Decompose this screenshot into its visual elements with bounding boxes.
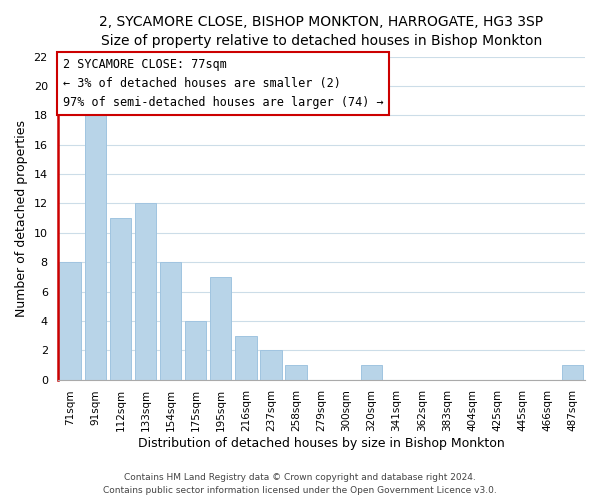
Y-axis label: Number of detached properties: Number of detached properties xyxy=(15,120,28,316)
Bar xyxy=(260,350,282,380)
Bar xyxy=(361,365,382,380)
Text: 2 SYCAMORE CLOSE: 77sqm
← 3% of detached houses are smaller (2)
97% of semi-deta: 2 SYCAMORE CLOSE: 77sqm ← 3% of detached… xyxy=(63,58,383,109)
Bar xyxy=(59,262,81,380)
Bar xyxy=(135,204,156,380)
Bar xyxy=(110,218,131,380)
X-axis label: Distribution of detached houses by size in Bishop Monkton: Distribution of detached houses by size … xyxy=(138,437,505,450)
Title: 2, SYCAMORE CLOSE, BISHOP MONKTON, HARROGATE, HG3 3SP
Size of property relative : 2, SYCAMORE CLOSE, BISHOP MONKTON, HARRO… xyxy=(99,15,544,48)
Bar xyxy=(85,116,106,380)
Text: Contains HM Land Registry data © Crown copyright and database right 2024.
Contai: Contains HM Land Registry data © Crown c… xyxy=(103,474,497,495)
Bar xyxy=(185,321,206,380)
Bar xyxy=(286,365,307,380)
Bar xyxy=(210,277,232,380)
Bar xyxy=(160,262,181,380)
Bar xyxy=(235,336,257,380)
Bar xyxy=(562,365,583,380)
